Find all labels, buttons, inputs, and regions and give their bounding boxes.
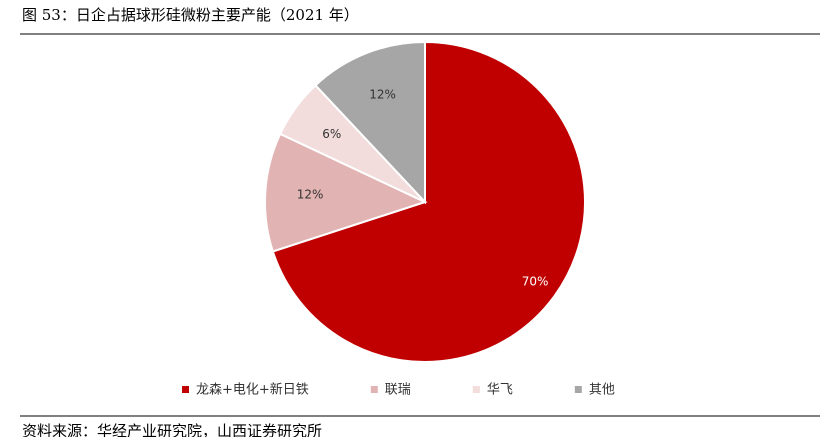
data-label: 70% [522, 274, 549, 288]
chart-title: 图 53：日企占据球形硅微粉主要产能（2021 年） [22, 6, 359, 24]
legend-marker [182, 386, 189, 393]
data-label: 6% [322, 127, 341, 141]
legend-marker [574, 386, 582, 393]
data-label: 12% [369, 87, 396, 101]
legend-label: 龙森+电化+新日铁 [196, 382, 309, 398]
legend-label: 其他 [589, 383, 615, 398]
pie-slice [271, 40, 586, 363]
pie-slice [264, 132, 428, 253]
source: 资料来源：华经产业研究院，山西证券研究所 [22, 422, 322, 437]
legend-label: 华飞 [487, 383, 513, 398]
legend-label: 联瑞 [385, 383, 411, 398]
data-label: 12% [297, 187, 324, 201]
legend-marker [472, 386, 480, 393]
pie-slice [314, 40, 426, 205]
legend-marker [370, 386, 378, 393]
